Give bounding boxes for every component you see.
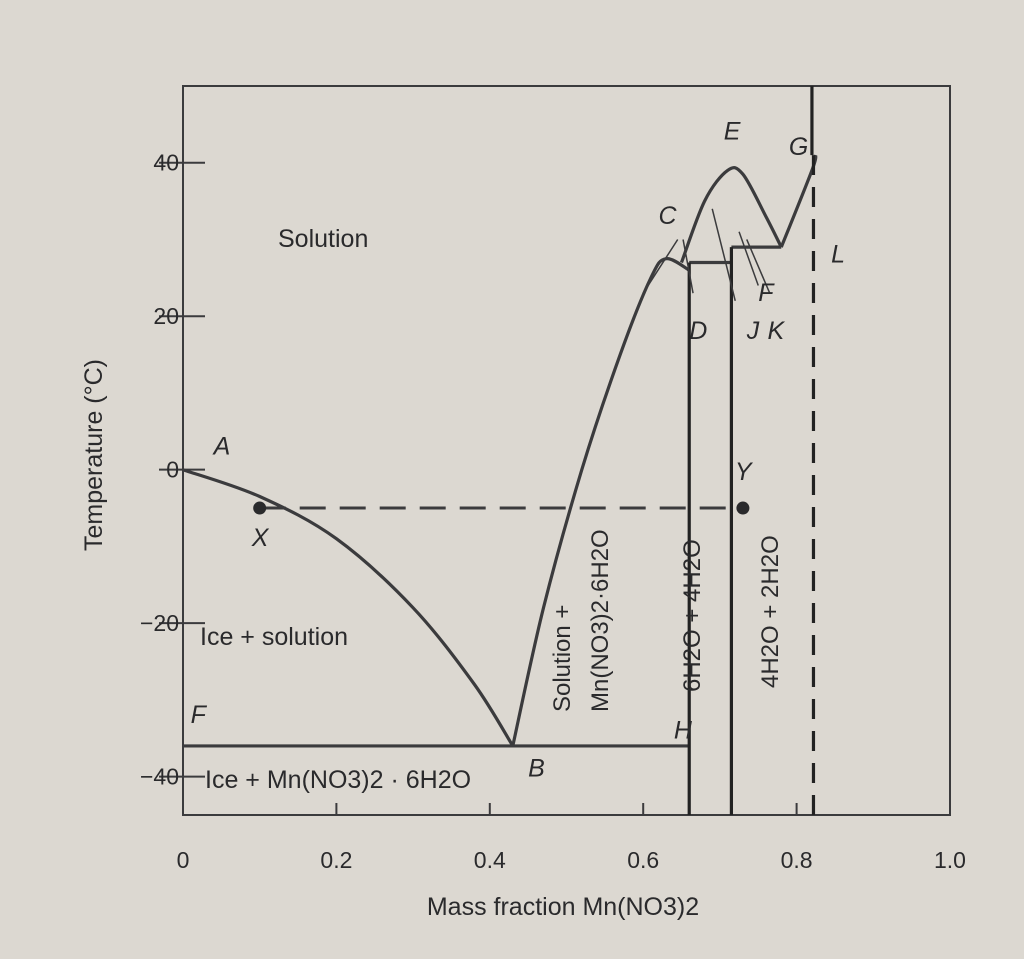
phase-curve-2: [680, 166, 783, 264]
point-label-d: D: [689, 317, 707, 345]
leader-line: [738, 231, 759, 286]
phase-curve-0: [182, 468, 515, 747]
plot-frame: [182, 85, 951, 816]
region-label-solution: Solution: [278, 225, 368, 253]
y-tick-label: −40: [140, 764, 179, 790]
point-x: [253, 501, 267, 515]
x-tick-label: 0.2: [320, 847, 352, 873]
point-label-f: F: [758, 279, 775, 307]
region-label-hexahydrate: Mn(NO3)2·6H2O: [587, 529, 614, 712]
region-label-4h2o-2h2o: 4H2O + 2H2O: [757, 535, 784, 688]
x-tick-label: 0.6: [627, 847, 659, 873]
region-label-6h2o-4h2o: 6H2O + 4H2O: [679, 539, 706, 692]
point-label-b: B: [528, 755, 545, 783]
y-tick-label: 0: [166, 457, 179, 483]
point-label-h: H: [674, 716, 693, 744]
leader-line: [746, 239, 771, 294]
point-label-c: C: [659, 202, 678, 230]
point-label-f: F: [191, 701, 208, 729]
point-label-a: A: [212, 432, 231, 460]
y-tick-label: 20: [153, 303, 179, 329]
x-tick-label: 0.8: [781, 847, 813, 873]
phase-curve-1: [511, 257, 691, 747]
y-axis-title: Temperature (°C): [80, 359, 108, 551]
x-tick-label: 1.0: [934, 847, 966, 873]
plot-frame-rect: [182, 85, 951, 816]
point-markers: XY: [251, 458, 754, 552]
leader-line: [711, 208, 736, 302]
region-label-solution-plus: Solution +: [549, 605, 576, 712]
region-label-ice-hexahydrate: Ice + Mn(NO3)2 · 6H2O: [205, 766, 471, 794]
point-y: [736, 501, 750, 515]
point-label-l: L: [831, 240, 845, 268]
x-axis-title: Mass fraction Mn(NO3)2: [427, 893, 699, 921]
y-tick-label: −20: [140, 610, 179, 636]
point-label-e: E: [724, 118, 741, 146]
point-label-y: Y: [735, 458, 754, 486]
region-label-ice-solution: Ice + solution: [200, 623, 348, 651]
point-labels: A B C D E F G H J K L F: [191, 118, 845, 783]
point-label-j: J: [746, 317, 760, 345]
axis-ticks: 0 0.2 0.4 0.6 0.8 1.0 −40 −20 0 20 40: [140, 150, 966, 873]
point-label-k: K: [767, 317, 785, 345]
phase-boundaries: [182, 86, 818, 815]
x-tick-label: 0.4: [474, 847, 506, 873]
point-label-x: X: [251, 524, 270, 552]
leader-line: [642, 239, 679, 294]
y-tick-label: 40: [153, 150, 179, 176]
x-tick-label: 0: [177, 847, 190, 873]
leader-line: [682, 239, 694, 294]
point-label-g: G: [789, 133, 808, 161]
